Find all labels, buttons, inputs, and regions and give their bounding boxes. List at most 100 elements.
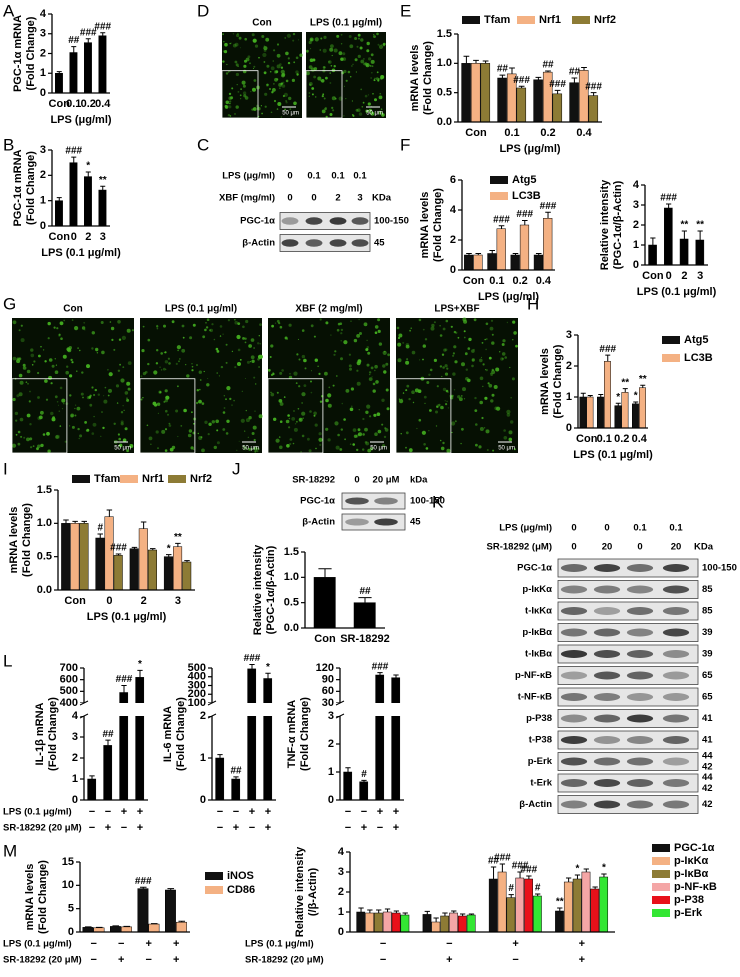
cell — [211, 420, 215, 424]
cell — [219, 335, 222, 337]
cell — [278, 399, 283, 403]
micrograph — [306, 32, 386, 118]
y-tick-label: 2 — [328, 738, 334, 750]
bar — [247, 668, 257, 801]
blot-header-label: SR-18292 — [292, 475, 335, 486]
cell — [273, 49, 276, 52]
cell — [263, 61, 266, 63]
cell — [410, 327, 412, 329]
cell — [360, 59, 365, 64]
cell — [320, 79, 325, 83]
blot-size: 42 — [702, 799, 713, 810]
bar — [400, 914, 410, 933]
cell — [244, 59, 247, 63]
cell — [196, 389, 199, 392]
cell — [473, 318, 477, 322]
error-bar — [681, 230, 687, 239]
condition-sign: − — [91, 938, 97, 950]
cell — [279, 420, 283, 424]
cell — [223, 407, 226, 409]
cell — [304, 367, 307, 370]
error-bar — [574, 874, 581, 879]
error-bar — [590, 92, 597, 96]
micrograph — [396, 318, 518, 453]
x-tick-label: Con — [49, 231, 71, 243]
blot-band — [662, 607, 690, 615]
cell — [405, 344, 410, 349]
cell — [284, 37, 286, 39]
cell — [471, 358, 475, 362]
cell — [352, 428, 357, 432]
bar — [353, 602, 376, 629]
cell — [312, 58, 316, 62]
cell — [500, 357, 504, 361]
cell — [20, 324, 23, 327]
y-tick-label: 4 — [40, 8, 47, 20]
blot-band — [329, 239, 347, 247]
cell — [237, 362, 241, 366]
x-tick-label: 0.4 — [536, 275, 552, 287]
blot-band — [626, 671, 654, 680]
panel-letter: J — [232, 459, 241, 478]
x-tick-label: Con — [314, 633, 336, 645]
cell — [177, 435, 179, 438]
blot-header-label: LPS (μg/ml) — [499, 523, 552, 534]
y-tick-label: 1 — [328, 766, 334, 778]
x-tick-label: 3 — [100, 231, 106, 243]
cell — [86, 364, 90, 369]
cell — [380, 75, 385, 79]
cell — [276, 53, 281, 58]
cell — [345, 98, 347, 100]
image-label: LPS (0.1 μg/ml) — [310, 18, 382, 29]
cell — [123, 409, 125, 411]
y-axis-label: mRNA levels — [8, 507, 20, 574]
cell — [258, 354, 263, 359]
blot-header-value: 0 — [571, 523, 576, 534]
cell — [467, 378, 471, 383]
cell — [100, 435, 102, 437]
y-tick-label: 0 — [566, 422, 572, 434]
y-axis-label: mRNA levels — [419, 192, 431, 259]
cell — [213, 445, 217, 450]
panel-letter: H — [527, 294, 539, 313]
cell — [118, 338, 122, 341]
bar — [552, 93, 563, 123]
cell — [142, 372, 146, 376]
image-label: LPS+XBF — [434, 304, 479, 315]
cell — [341, 402, 344, 405]
cell — [355, 108, 359, 112]
blot-band-label: PGC-1α — [300, 496, 335, 507]
cell — [435, 425, 438, 427]
cell — [439, 325, 441, 327]
cell — [22, 366, 27, 370]
cell — [269, 356, 272, 358]
cell — [97, 393, 101, 396]
blot-band-label: p-NF-κB — [515, 670, 552, 681]
cell — [284, 336, 288, 340]
x-tick-label: 0.4 — [95, 98, 111, 110]
blot-band — [593, 671, 621, 680]
error-bar — [509, 67, 515, 74]
y-axis-label: (Fold Change) — [21, 503, 33, 577]
bar — [231, 778, 241, 801]
cell — [318, 372, 321, 375]
error-bar — [56, 197, 62, 201]
cell — [287, 414, 290, 417]
cell — [382, 350, 387, 355]
error-bar — [402, 912, 408, 915]
cell — [422, 328, 425, 331]
cell — [279, 63, 282, 66]
cell — [264, 92, 268, 96]
cell — [408, 397, 411, 401]
cell — [147, 362, 150, 366]
cell — [340, 357, 343, 361]
blot-band — [329, 217, 347, 225]
y-tick-label: 0 — [633, 259, 639, 271]
y-axis-label: PGC-1α mRNA — [12, 15, 24, 92]
cell — [324, 107, 327, 111]
cell — [374, 77, 376, 79]
bar — [679, 238, 689, 266]
cell — [402, 341, 405, 344]
cell — [81, 326, 86, 330]
cell — [484, 396, 488, 400]
